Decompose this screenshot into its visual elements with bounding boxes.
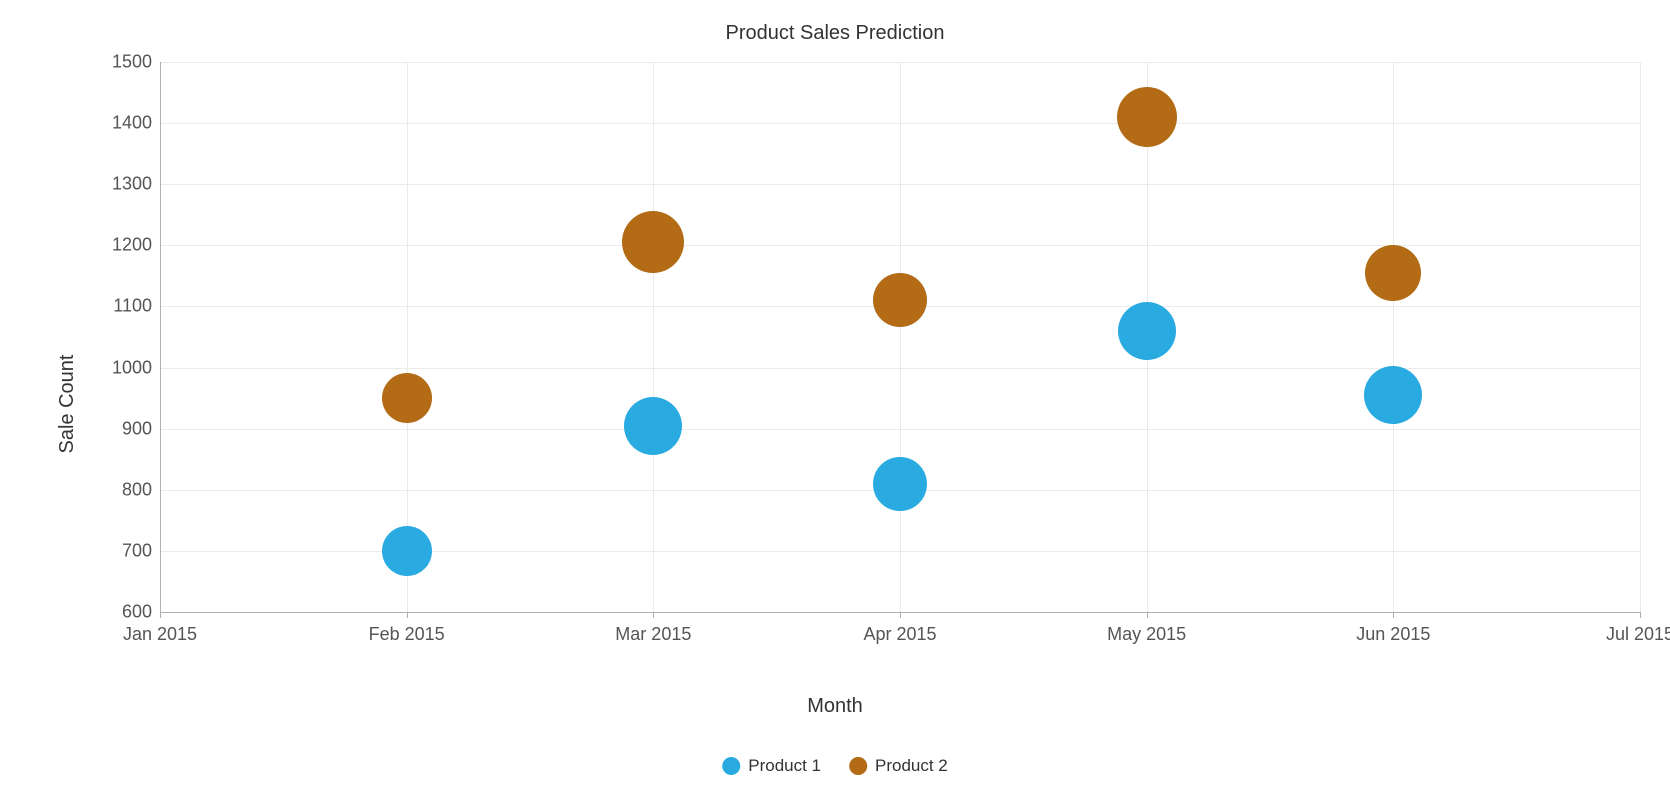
data-bubble[interactable] xyxy=(624,397,682,455)
y-tick-label: 600 xyxy=(122,602,152,623)
x-axis-label: Month xyxy=(807,695,863,718)
grid-line-vertical xyxy=(1640,62,1641,612)
grid-line-vertical xyxy=(653,62,654,612)
legend-marker-icon xyxy=(849,757,867,775)
y-tick-label: 1100 xyxy=(113,296,152,317)
x-tick-label: Jun 2015 xyxy=(1356,624,1430,645)
data-bubble[interactable] xyxy=(873,273,927,327)
y-tick-label: 800 xyxy=(122,479,152,500)
bubble-chart: Product Sales Prediction Sale Count Mont… xyxy=(0,0,1670,808)
data-bubble[interactable] xyxy=(1117,87,1177,147)
data-bubble[interactable] xyxy=(1118,302,1176,360)
legend-item-product-1[interactable]: Product 1 xyxy=(722,756,821,776)
data-bubble[interactable] xyxy=(622,211,684,273)
y-tick-label: 1500 xyxy=(112,52,152,73)
chart-title: Product Sales Prediction xyxy=(725,22,944,45)
chart-legend: Product 1 Product 2 xyxy=(722,756,948,776)
data-bubble[interactable] xyxy=(382,526,432,576)
legend-item-product-2[interactable]: Product 2 xyxy=(849,756,948,776)
data-bubble[interactable] xyxy=(873,457,927,511)
y-tick-label: 1000 xyxy=(112,357,152,378)
y-tick-label: 1400 xyxy=(112,113,152,134)
data-bubble[interactable] xyxy=(1365,245,1421,301)
y-axis-label: Sale Count xyxy=(56,355,79,454)
x-tick-label: Feb 2015 xyxy=(369,624,445,645)
legend-label: Product 2 xyxy=(875,756,948,776)
x-tick-label: Jul 2015 xyxy=(1606,624,1670,645)
y-tick-label: 700 xyxy=(122,540,152,561)
legend-marker-icon xyxy=(722,757,740,775)
grid-line-vertical xyxy=(1393,62,1394,612)
plot-area xyxy=(160,62,1640,612)
y-tick-label: 1200 xyxy=(112,235,152,256)
y-axis-line xyxy=(160,62,161,612)
x-axis-line xyxy=(160,612,1640,613)
y-tick-label: 900 xyxy=(122,418,152,439)
x-tick-label: Mar 2015 xyxy=(615,624,691,645)
legend-label: Product 1 xyxy=(748,756,821,776)
data-bubble[interactable] xyxy=(382,373,432,423)
x-tick-label: Apr 2015 xyxy=(863,624,936,645)
x-tick-label: Jan 2015 xyxy=(123,624,197,645)
data-bubble[interactable] xyxy=(1364,366,1422,424)
x-tick-label: May 2015 xyxy=(1107,624,1186,645)
grid-line-vertical xyxy=(900,62,901,612)
y-tick-label: 1300 xyxy=(112,174,152,195)
x-tick-mark xyxy=(1640,612,1641,618)
